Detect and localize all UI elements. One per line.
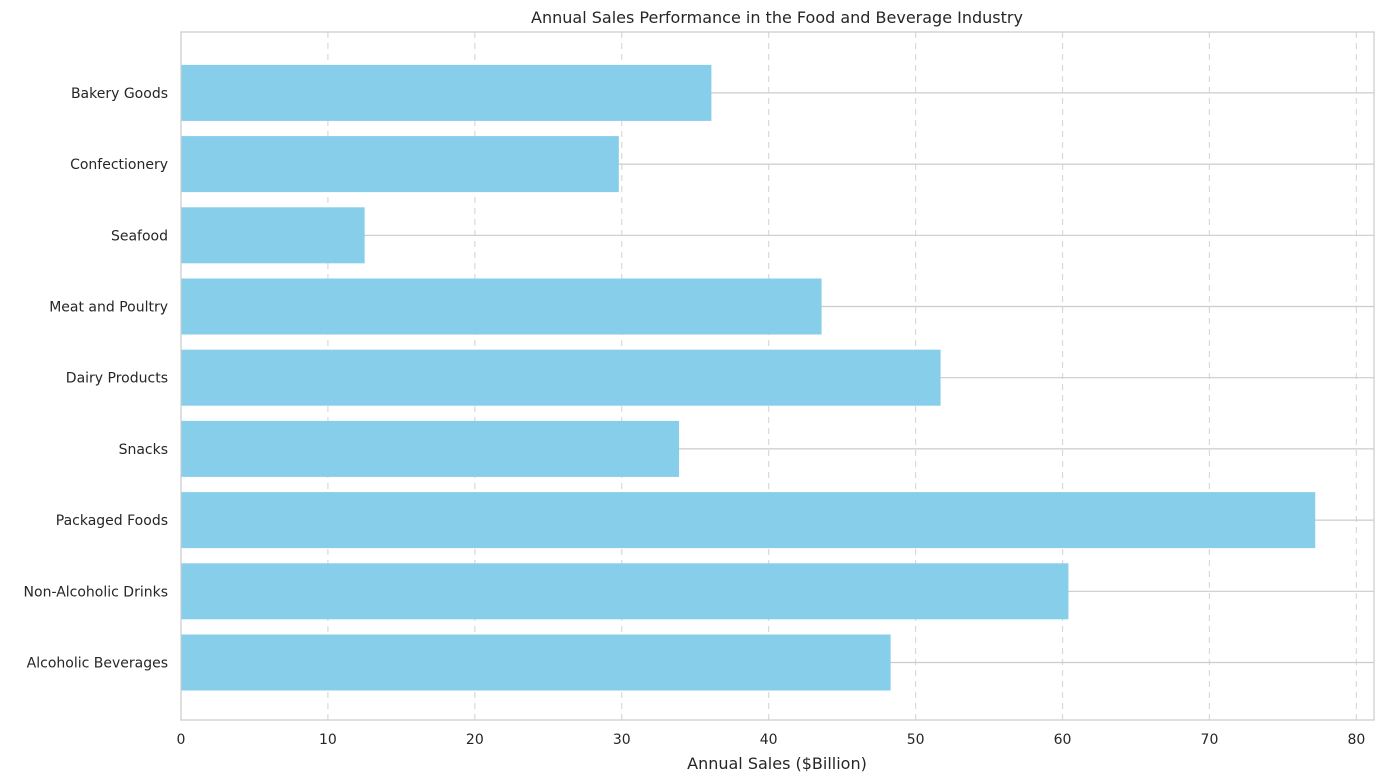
plot-frame <box>180 31 1375 721</box>
y-tick-label: Alcoholic Beverages <box>27 656 168 672</box>
x-tick-label: 30 <box>613 732 631 748</box>
y-tick-label: Non-Alcoholic Drinks <box>24 584 168 600</box>
bars <box>181 64 1316 691</box>
bar-alcoholic-beverages <box>181 634 891 691</box>
x-tick-label: 70 <box>1201 732 1219 748</box>
x-tick-label: 40 <box>760 732 778 748</box>
x-tick-label: 10 <box>319 732 337 748</box>
y-tick-label: Snacks <box>119 442 168 458</box>
y-tick-labels: Alcoholic Beverages Non-Alcoholic Drinks P… <box>24 86 168 672</box>
bar-seafood <box>181 207 365 264</box>
y-tick-label: Meat and Poultry <box>49 300 168 316</box>
x-tick-label: 80 <box>1347 732 1365 748</box>
bar-confectionery <box>181 136 619 193</box>
y-tick-label: Confectionery <box>70 157 168 173</box>
x-axis-label: Annual Sales ($Billion) <box>687 754 867 773</box>
x-tick-label: 20 <box>466 732 484 748</box>
bar-dairy-products <box>181 349 941 406</box>
x-tick-label: 50 <box>907 732 925 748</box>
chart-title: Annual Sales Performance in the Food and… <box>531 8 1023 27</box>
bar-non-alcoholic-drinks <box>181 563 1069 620</box>
y-tick-label: Packaged Foods <box>56 513 168 529</box>
bar-meat-and-poultry <box>181 278 822 335</box>
bar-bakery-goods <box>181 64 712 121</box>
x-tick-labels: 0 10 20 30 40 50 60 70 80 <box>177 732 1366 748</box>
y-tick-label: Seafood <box>111 228 168 244</box>
bar-packaged-foods <box>181 492 1316 549</box>
x-tick-label: 60 <box>1054 732 1072 748</box>
y-tick-label: Bakery Goods <box>71 86 168 102</box>
y-tick-label: Dairy Products <box>66 371 168 387</box>
x-tick-label: 0 <box>177 732 186 748</box>
bar-snacks <box>181 420 680 477</box>
